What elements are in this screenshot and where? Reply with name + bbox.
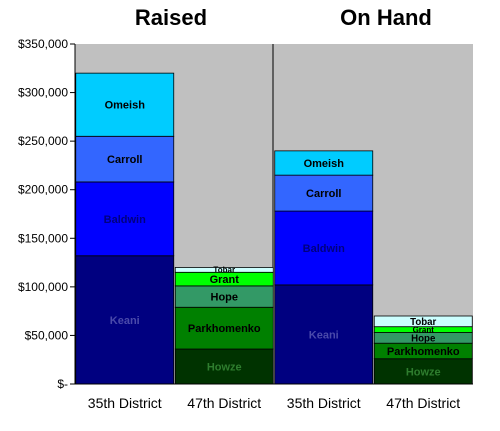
bar-segment-label: Omeish	[105, 100, 146, 112]
panel-title-on-hand: On Hand	[340, 5, 432, 30]
bar-segment	[274, 150, 374, 176]
bar-segment-label: Tobar	[213, 266, 235, 275]
bar-segment	[174, 348, 274, 385]
bar-segment-label: Carroll	[107, 154, 142, 166]
bar-segment-label: Grant	[210, 274, 240, 286]
y-tick-label: $50,000	[25, 328, 69, 342]
bar-segment	[174, 267, 274, 273]
bar-segment	[75, 255, 175, 385]
y-tick-label: $100,000	[18, 280, 68, 294]
x-axis: 35th District 47th District 35th District 4…	[75, 383, 473, 411]
y-tick-label: $150,000	[18, 231, 68, 245]
bar-segment-label: Howze	[406, 366, 441, 378]
bar-segment-label: Baldwin	[303, 243, 345, 255]
bar-segment	[373, 315, 473, 328]
x-category-label: 47th District	[187, 395, 261, 411]
bar-segment-label: Carroll	[306, 188, 341, 200]
bar-segment-label: Hope	[411, 333, 436, 344]
bar-segment-label: Howze	[207, 361, 242, 373]
y-tick-label: $250,000	[18, 134, 68, 148]
panel-title-raised: Raised	[135, 5, 207, 30]
bar-segment-label: Tobar	[410, 317, 436, 328]
bar-segment	[373, 358, 473, 385]
y-axis: $- $50,000 $100,000 $150,000 $200,000 $250,00…	[18, 37, 76, 391]
bar-segment-label: Hope	[211, 292, 239, 304]
bar-segment	[75, 135, 175, 183]
bar-segment-label: Baldwin	[104, 214, 146, 226]
bar-segment-label: Keani	[309, 329, 339, 341]
x-category-label: 35th District	[287, 395, 361, 411]
x-category-label: 47th District	[386, 395, 460, 411]
y-tick-label: $350,000	[18, 37, 68, 51]
bar-segment	[274, 284, 374, 385]
y-tick-label: $-	[57, 377, 68, 391]
x-category-label: 35th District	[88, 395, 162, 411]
bars-layer: Keani Baldwin Carroll Omeish Howze Parkhomenk…	[75, 72, 473, 385]
bar-segment-label: Keani	[110, 315, 140, 327]
y-tick-label: $300,000	[18, 86, 68, 100]
bar-segment-label: Parkhomenko	[188, 323, 261, 335]
bar-segment	[75, 72, 175, 137]
bar-segment	[274, 210, 374, 286]
bar-segment-label: Omeish	[304, 158, 345, 170]
bar-segment-label: Parkhomenko	[387, 346, 460, 358]
y-tick-label: $200,000	[18, 183, 68, 197]
bar-segment	[274, 174, 374, 212]
bar-segment-label: Grant	[413, 325, 435, 334]
